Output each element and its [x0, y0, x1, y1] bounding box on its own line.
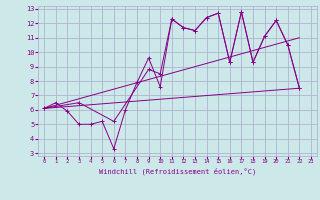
X-axis label: Windchill (Refroidissement éolien,°C): Windchill (Refroidissement éolien,°C): [99, 167, 256, 175]
